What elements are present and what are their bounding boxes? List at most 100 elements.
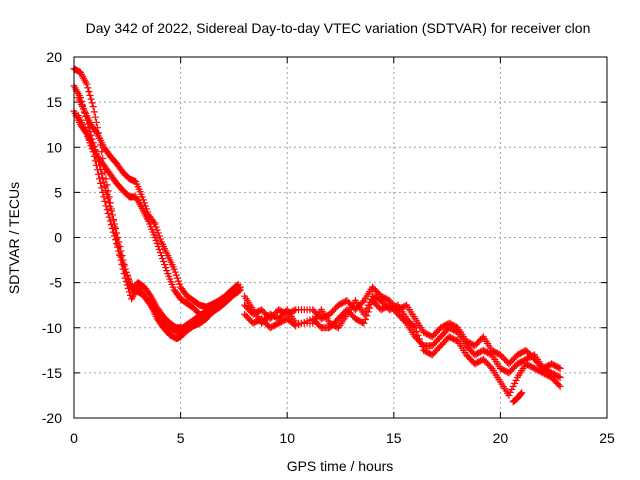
- x-tick-label: 5: [177, 430, 185, 446]
- data-marks: [70, 65, 564, 406]
- data-point: [88, 99, 96, 107]
- x-tick-label: 20: [493, 430, 509, 446]
- data-point: [92, 128, 100, 136]
- data-point: [111, 232, 119, 240]
- data-point: [153, 226, 161, 234]
- data-point: [162, 264, 170, 272]
- data-point: [173, 274, 181, 282]
- data-point: [103, 206, 111, 214]
- data-point: [154, 229, 162, 237]
- data-point: [126, 280, 134, 288]
- y-tick-label: -20: [42, 410, 62, 426]
- data-point: [100, 178, 108, 186]
- data-point: [505, 391, 513, 399]
- data-point: [517, 390, 525, 398]
- data-point: [360, 319, 368, 327]
- data-point: [512, 376, 520, 384]
- x-tick-label: 15: [386, 430, 402, 446]
- y-tick-label: 5: [54, 184, 62, 200]
- data-point: [152, 237, 160, 245]
- data-point: [109, 215, 117, 223]
- data-point: [233, 284, 241, 292]
- x-tick-label: 25: [599, 430, 615, 446]
- data-point: [83, 80, 91, 88]
- data-point: [152, 223, 160, 231]
- data-point: [112, 236, 120, 244]
- data-point: [96, 175, 104, 183]
- data-point: [107, 221, 115, 229]
- data-point: [113, 240, 121, 248]
- data-point: [556, 364, 564, 372]
- data-point: [511, 379, 519, 387]
- data-point: [95, 170, 103, 178]
- data-point: [92, 161, 100, 169]
- data-point: [98, 170, 106, 178]
- data-point: [116, 250, 124, 258]
- data-point: [151, 234, 159, 241]
- data-point: [363, 312, 371, 320]
- data-point: [156, 235, 164, 243]
- data-point: [109, 228, 117, 236]
- data-point: [364, 308, 372, 316]
- data-point: [359, 298, 367, 306]
- data-point: [144, 208, 152, 216]
- data-point: [119, 259, 127, 267]
- data-point: [92, 118, 100, 126]
- data-point: [155, 246, 163, 254]
- data-point: [108, 224, 116, 232]
- chart-title: Day 342 of 2022, Sidereal Day-to-day VTE…: [86, 20, 591, 36]
- data-point: [105, 213, 113, 221]
- data-point: [163, 267, 171, 275]
- data-point: [151, 220, 159, 228]
- data-point: [101, 182, 109, 190]
- data-point: [101, 197, 109, 205]
- data-point: [156, 249, 164, 257]
- data-point: [157, 252, 165, 260]
- data-point: [90, 108, 98, 116]
- data-point: [556, 373, 564, 381]
- y-tick-label: -5: [50, 275, 63, 291]
- data-point: [122, 268, 130, 276]
- data-point: [555, 364, 563, 372]
- x-tick-label: 0: [70, 430, 78, 446]
- y-tick-label: -10: [42, 320, 62, 336]
- data-point: [111, 220, 119, 228]
- data-point: [361, 315, 369, 323]
- data-point: [124, 274, 132, 282]
- data-point: [150, 218, 158, 226]
- data-point: [176, 280, 184, 288]
- data-point: [509, 382, 517, 390]
- data-point: [89, 103, 97, 111]
- data-point: [366, 304, 374, 312]
- data-point: [120, 262, 128, 270]
- series-track-5: [74, 94, 242, 311]
- data-point: [556, 382, 564, 390]
- y-tick-label: 20: [46, 49, 62, 65]
- data-point: [555, 373, 563, 381]
- data-point: [401, 318, 409, 326]
- data-point: [125, 277, 133, 285]
- data-point: [508, 385, 516, 393]
- data-point: [102, 202, 110, 210]
- data-point: [85, 88, 93, 96]
- data-point: [123, 271, 131, 279]
- data-point: [105, 199, 113, 207]
- data-point: [98, 184, 106, 192]
- data-point: [153, 240, 161, 248]
- data-point: [121, 265, 129, 273]
- data-point: [106, 217, 114, 225]
- data-point: [140, 199, 148, 207]
- data-point: [234, 283, 242, 291]
- series-track-9: [509, 389, 526, 406]
- data-point: [118, 256, 126, 264]
- data-point: [486, 363, 494, 371]
- data-point: [138, 193, 146, 201]
- y-tick-label: -15: [42, 365, 62, 381]
- data-point: [115, 247, 123, 255]
- data-point: [99, 188, 107, 196]
- data-point: [93, 166, 101, 174]
- data-point: [170, 265, 178, 273]
- data-point: [518, 389, 526, 397]
- data-point: [104, 209, 112, 217]
- y-tick-label: 15: [46, 94, 62, 110]
